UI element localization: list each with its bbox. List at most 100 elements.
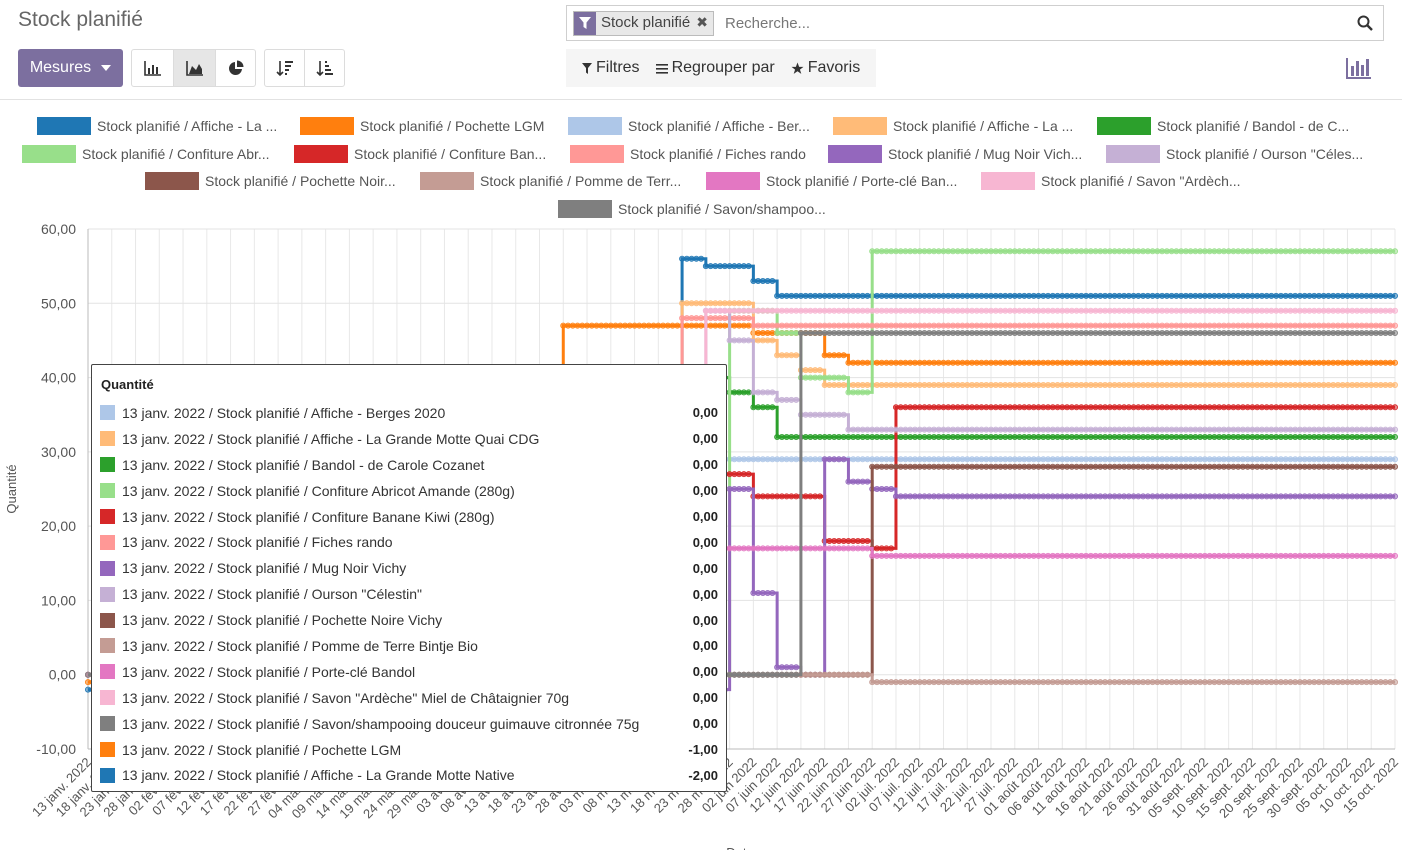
tooltip-value: 0,00	[692, 534, 718, 550]
data-point[interactable]	[769, 404, 776, 411]
legend-item[interactable]: Stock planifié / Ourson "Céles...	[1106, 144, 1363, 164]
data-point[interactable]	[1392, 463, 1399, 470]
sort-ascending-button[interactable]	[304, 49, 345, 87]
data-point[interactable]	[793, 396, 800, 403]
legend-swatch	[145, 172, 199, 190]
data-point[interactable]	[1392, 552, 1399, 559]
search-bar[interactable]: Stock planifié ✖ Recherche...	[566, 5, 1384, 41]
filters-dropdown[interactable]: Filtres	[574, 59, 648, 77]
data-point[interactable]	[793, 671, 800, 678]
data-point[interactable]	[1392, 248, 1399, 255]
pie-chart-button[interactable]	[215, 49, 256, 87]
tooltip-row: 13 janv. 2022 / Stock planifié / Affiche…	[100, 762, 718, 788]
legend-item[interactable]: Stock planifié / Bandol - de C...	[1097, 116, 1349, 136]
data-point[interactable]	[745, 315, 752, 322]
data-point[interactable]	[745, 337, 752, 344]
data-point[interactable]	[864, 671, 871, 678]
legend-item[interactable]: Stock planifié / Affiche - La ...	[833, 116, 1073, 136]
tooltip-label: 13 janv. 2022 / Stock planifié / Pomme d…	[122, 637, 478, 654]
data-point[interactable]	[745, 485, 752, 492]
tooltip-row: 13 janv. 2022 / Stock planifié / Pochett…	[100, 607, 718, 633]
data-point[interactable]	[840, 352, 847, 359]
search-icon[interactable]	[1357, 15, 1373, 36]
tooltip-swatch	[100, 612, 115, 628]
favorites-dropdown[interactable]: Favoris	[783, 59, 868, 77]
data-point[interactable]	[864, 537, 871, 544]
sort-descending-button[interactable]	[264, 49, 305, 87]
legend-item[interactable]: Stock planifié / Savon/shampoo...	[558, 199, 826, 219]
tooltip-title: Quantité	[101, 377, 154, 392]
tooltip-value: 0,00	[692, 586, 718, 602]
tooltip-label: 13 janv. 2022 / Stock planifié / Ourson …	[122, 586, 422, 603]
data-point[interactable]	[698, 255, 705, 262]
graph-view-icon[interactable]	[1346, 57, 1372, 84]
legend-item[interactable]: Stock planifié / Fiches rando	[570, 144, 806, 164]
legend-item[interactable]: Stock planifié / Confiture Abr...	[22, 144, 270, 164]
tooltip-label: 13 janv. 2022 / Stock planifié / Affiche…	[122, 404, 446, 421]
search-input[interactable]: Recherche...	[725, 15, 811, 32]
y-tick-label: 30,00	[41, 444, 76, 460]
legend-item[interactable]: Stock planifié / Pomme de Terr...	[420, 171, 681, 191]
data-point[interactable]	[1392, 426, 1399, 433]
data-point[interactable]	[793, 664, 800, 671]
data-point[interactable]	[769, 337, 776, 344]
legend-item[interactable]: Stock planifié / Pochette LGM	[300, 116, 544, 136]
data-point[interactable]	[864, 545, 871, 552]
legend-item[interactable]: Stock planifié / Affiche - Ber...	[568, 116, 810, 136]
data-point[interactable]	[840, 456, 847, 463]
data-point[interactable]	[745, 263, 752, 270]
legend-item[interactable]: Stock planifié / Mug Noir Vich...	[828, 144, 1082, 164]
data-point[interactable]	[1392, 330, 1399, 337]
data-point[interactable]	[745, 300, 752, 307]
tooltip-label: 13 janv. 2022 / Stock planifié / Confitu…	[122, 482, 515, 499]
data-point[interactable]	[888, 545, 895, 552]
data-point[interactable]	[1392, 456, 1399, 463]
search-facet[interactable]: Stock planifié ✖	[573, 11, 714, 36]
bar-chart-button[interactable]	[131, 49, 174, 87]
data-point[interactable]	[1392, 292, 1399, 299]
tooltip-label: 13 janv. 2022 / Stock planifié / Pochett…	[122, 741, 402, 758]
favorites-label: Favoris	[807, 59, 861, 76]
line-chart-button[interactable]	[173, 49, 216, 87]
data-point[interactable]	[769, 389, 776, 396]
tooltip-label: 13 janv. 2022 / Stock planifié / Affiche…	[122, 430, 540, 447]
data-point[interactable]	[1392, 322, 1399, 329]
close-icon[interactable]: ✖	[696, 14, 708, 30]
legend-item[interactable]: Stock planifié / Savon "Ardèch...	[981, 171, 1241, 191]
data-point[interactable]	[864, 478, 871, 485]
data-point[interactable]	[864, 389, 871, 396]
groupby-dropdown[interactable]: Regrouper par	[648, 59, 783, 77]
data-point[interactable]	[840, 374, 847, 381]
legend-item[interactable]: Stock planifié / Porte-clé Ban...	[706, 171, 957, 191]
data-point[interactable]	[888, 485, 895, 492]
legend-item[interactable]: Stock planifié / Pochette Noir...	[145, 171, 396, 191]
caret-down-icon	[101, 65, 112, 71]
y-axis-label: Quantité	[4, 464, 19, 513]
control-panel: Stock planifié Mesures Stock planifié ✖ …	[0, 0, 1402, 100]
y-tick-label: 60,00	[41, 221, 76, 237]
data-point[interactable]	[1392, 307, 1399, 314]
tooltip-swatch	[100, 767, 115, 783]
tooltip-value: 0,00	[692, 716, 718, 732]
legend-item[interactable]: Stock planifié / Affiche - La ...	[37, 116, 277, 136]
measures-button[interactable]: Mesures	[18, 49, 123, 87]
data-point[interactable]	[1392, 381, 1399, 388]
data-point[interactable]	[769, 278, 776, 285]
tooltip-label: 13 janv. 2022 / Stock planifié / Savon "…	[122, 689, 570, 706]
data-point[interactable]	[1392, 433, 1399, 440]
data-point[interactable]	[816, 493, 823, 500]
tooltip-row: 13 janv. 2022 / Stock planifié / Affiche…	[100, 400, 718, 426]
data-point[interactable]	[793, 352, 800, 359]
data-point[interactable]	[816, 367, 823, 374]
data-point[interactable]	[1392, 359, 1399, 366]
sort-amount-asc-icon	[315, 61, 333, 77]
legend-item[interactable]: Stock planifié / Confiture Ban...	[294, 144, 546, 164]
tooltip-swatch	[100, 509, 115, 524]
tooltip-value: 0,00	[692, 405, 718, 421]
data-point[interactable]	[745, 471, 752, 478]
data-point[interactable]	[769, 589, 776, 596]
data-point[interactable]	[1392, 493, 1399, 500]
data-point[interactable]	[1392, 679, 1399, 686]
data-point[interactable]	[1392, 404, 1399, 411]
data-point[interactable]	[840, 411, 847, 418]
